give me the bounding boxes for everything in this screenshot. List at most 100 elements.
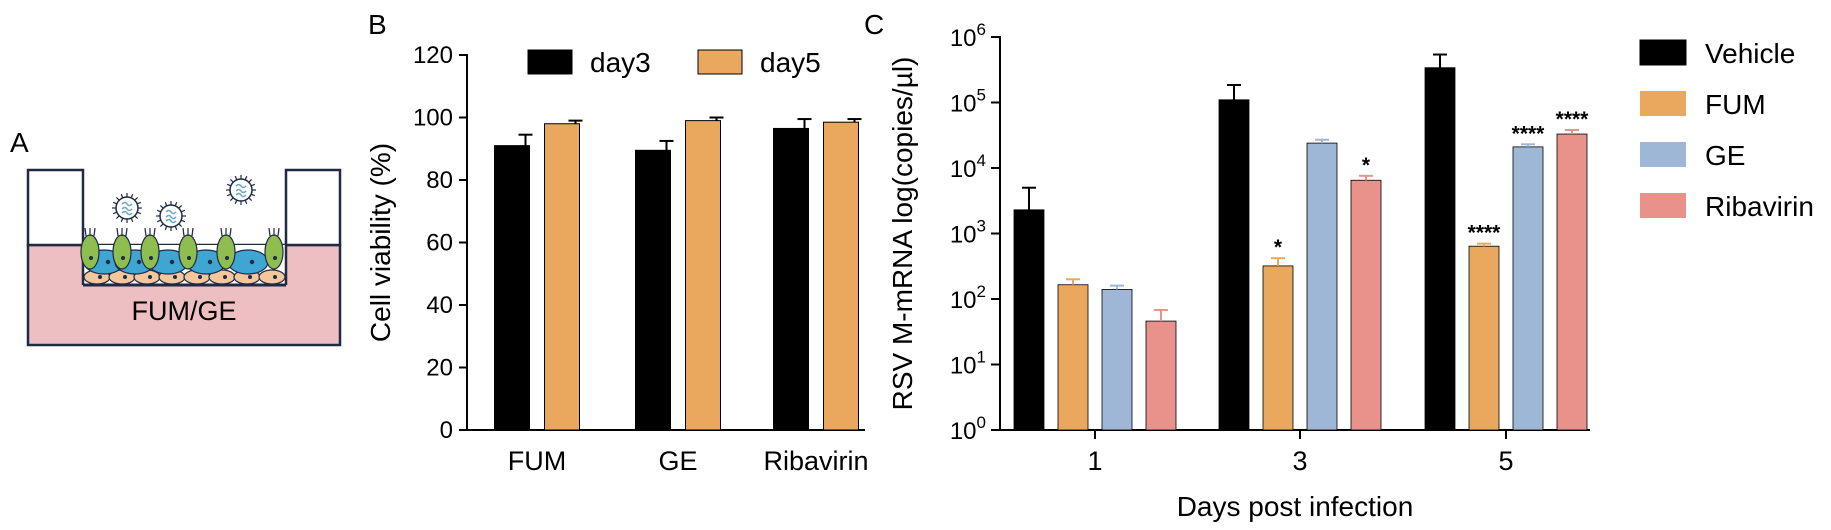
cell-nucleus (248, 275, 252, 279)
panel-b-y-tick-label: 100 (413, 105, 453, 132)
legend-swatch-GE (1640, 142, 1686, 167)
cilia (268, 227, 271, 237)
panel-c-y-tick-label: 103 (950, 217, 986, 249)
legend-label-FUM: FUM (1705, 89, 1766, 120)
cell-nucleus (89, 256, 93, 260)
virus-particle-icon (112, 193, 142, 223)
cell-nucleus (207, 259, 213, 265)
panel-b-y-tick-label: 0 (440, 417, 453, 444)
panel-c-bar-FUM-day3 (1262, 265, 1294, 431)
panel-b-bar-day5-GE (685, 120, 721, 431)
cell-nucleus (249, 259, 255, 265)
panel-b-chart: B 0 20 40 60 80 100 120 Cell viability (%) FUM GE… (365, 9, 869, 476)
cell-nucleus (148, 275, 152, 279)
panel-c-bar-Vehicle-day3 (1218, 99, 1250, 431)
cell-nucleus (173, 275, 177, 279)
panel-b-y-tick-label: 20 (426, 355, 453, 382)
panel-c-bar-Ribavirin-day1 (1145, 320, 1177, 431)
panel-c-x-tick-label: 3 (1292, 446, 1307, 476)
cilia (125, 227, 128, 237)
panel-c-y-tick-label: 104 (950, 151, 986, 183)
panel-c-y-tick-label: 100 (950, 413, 986, 445)
legend-swatch-FUM (1640, 91, 1686, 116)
virus-genome (235, 183, 247, 198)
panel-b-legend: day3 day5 (527, 47, 821, 78)
virus-particle-icon (156, 201, 186, 231)
panel-c-letter: C (864, 9, 884, 40)
ciliated-cell-icon (178, 234, 198, 270)
well-wall-right (284, 168, 342, 247)
well-label: FUM/GE (132, 296, 237, 326)
legend-swatch-Ribavirin (1640, 193, 1686, 218)
tick-base: 10 (950, 222, 977, 249)
tick-exponent: 2 (977, 282, 986, 301)
tick-base: 10 (950, 418, 977, 445)
legend-label-Ribavirin: Ribavirin (1705, 191, 1814, 222)
legend-label-day5: day5 (760, 47, 821, 78)
panel-c-x-tick-label: 1 (1087, 446, 1102, 476)
panel-c-y-tick-label: 102 (950, 282, 986, 314)
virus-particle-icon (226, 175, 256, 205)
panel-c-y-axis-title: RSV M-mRNA log(copies/µl) (887, 57, 918, 411)
panel-c-bar-FUM-day1 (1057, 284, 1089, 431)
cell-nucleus (225, 256, 229, 260)
tick-exponent: 1 (977, 348, 986, 367)
legend-label-GE: GE (1705, 140, 1745, 171)
panel-b-bar-day5-Ribavirin (823, 121, 859, 431)
legend-label-Vehicle: Vehicle (1705, 38, 1795, 69)
significance-marker: * (1362, 154, 1371, 177)
panel-b-y-axis-title: Cell viability (%) (365, 143, 396, 342)
cilia (182, 227, 185, 237)
panel-b-bar-day3-GE (635, 149, 671, 431)
ciliated-cell-icon (80, 234, 100, 270)
cell-nucleus (273, 275, 277, 279)
cilia (229, 227, 232, 237)
cilia (277, 227, 280, 237)
cilia (116, 227, 119, 237)
cell-nucleus (198, 275, 202, 279)
epithelial-cell-layer (80, 227, 286, 285)
panel-c-x-tick-label: 5 (1498, 446, 1513, 476)
panel-a-letter: A (10, 127, 29, 158)
cilia (84, 227, 87, 237)
panel-b-y-tick-label: 60 (426, 230, 453, 257)
virus-particles (112, 175, 256, 231)
significance-marker: **** (1512, 122, 1546, 145)
tick-base: 10 (950, 156, 977, 183)
legend-swatch-day5 (697, 49, 743, 75)
panel-c-y-tick-label: 106 (950, 20, 986, 52)
cilia (93, 227, 96, 237)
cell-nucleus (121, 256, 125, 260)
cell-nucleus (187, 256, 191, 260)
panel-b-bar-day5-FUM (544, 123, 580, 431)
panel-b-bar-day3-Ribavirin (773, 127, 809, 431)
cell-nucleus (169, 259, 175, 265)
tick-base: 10 (950, 25, 977, 52)
virus-genome (165, 209, 177, 224)
panel-c-bar-Ribavirin-day3 (1350, 179, 1382, 431)
cell-nucleus (105, 259, 111, 265)
basal-cell-icon (258, 269, 286, 285)
tick-base: 10 (950, 353, 977, 380)
ciliated-cell-icon (216, 234, 236, 270)
ciliated-cell-icon (264, 234, 284, 270)
panel-c-y-tick-label: 101 (950, 348, 986, 380)
panel-b-y-tick-label: 80 (426, 167, 453, 194)
panel-b-y-tick-label: 40 (426, 292, 453, 319)
legend-label-day3: day3 (590, 47, 651, 78)
panel-b-y-tick-label: 120 (413, 42, 453, 69)
tick-base: 10 (950, 91, 977, 118)
panel-b-x-tick-label: FUM (508, 446, 566, 476)
panel-c-y-tick-label: 105 (950, 86, 986, 118)
panel-b-x-tick-label: GE (658, 446, 697, 476)
panel-c-bar-Ribavirin-day5 (1556, 133, 1588, 431)
panel-c-bar-GE-day5 (1512, 146, 1544, 431)
panel-c-bar-GE-day3 (1306, 142, 1338, 431)
significance-marker: * (1274, 236, 1283, 259)
panel-c-legend: Vehicle FUM GE Ribavirin (1639, 38, 1814, 222)
virus-genome (121, 201, 133, 216)
cell-nucleus (123, 275, 127, 279)
cell-nucleus (98, 275, 102, 279)
cell-nucleus (273, 256, 277, 260)
